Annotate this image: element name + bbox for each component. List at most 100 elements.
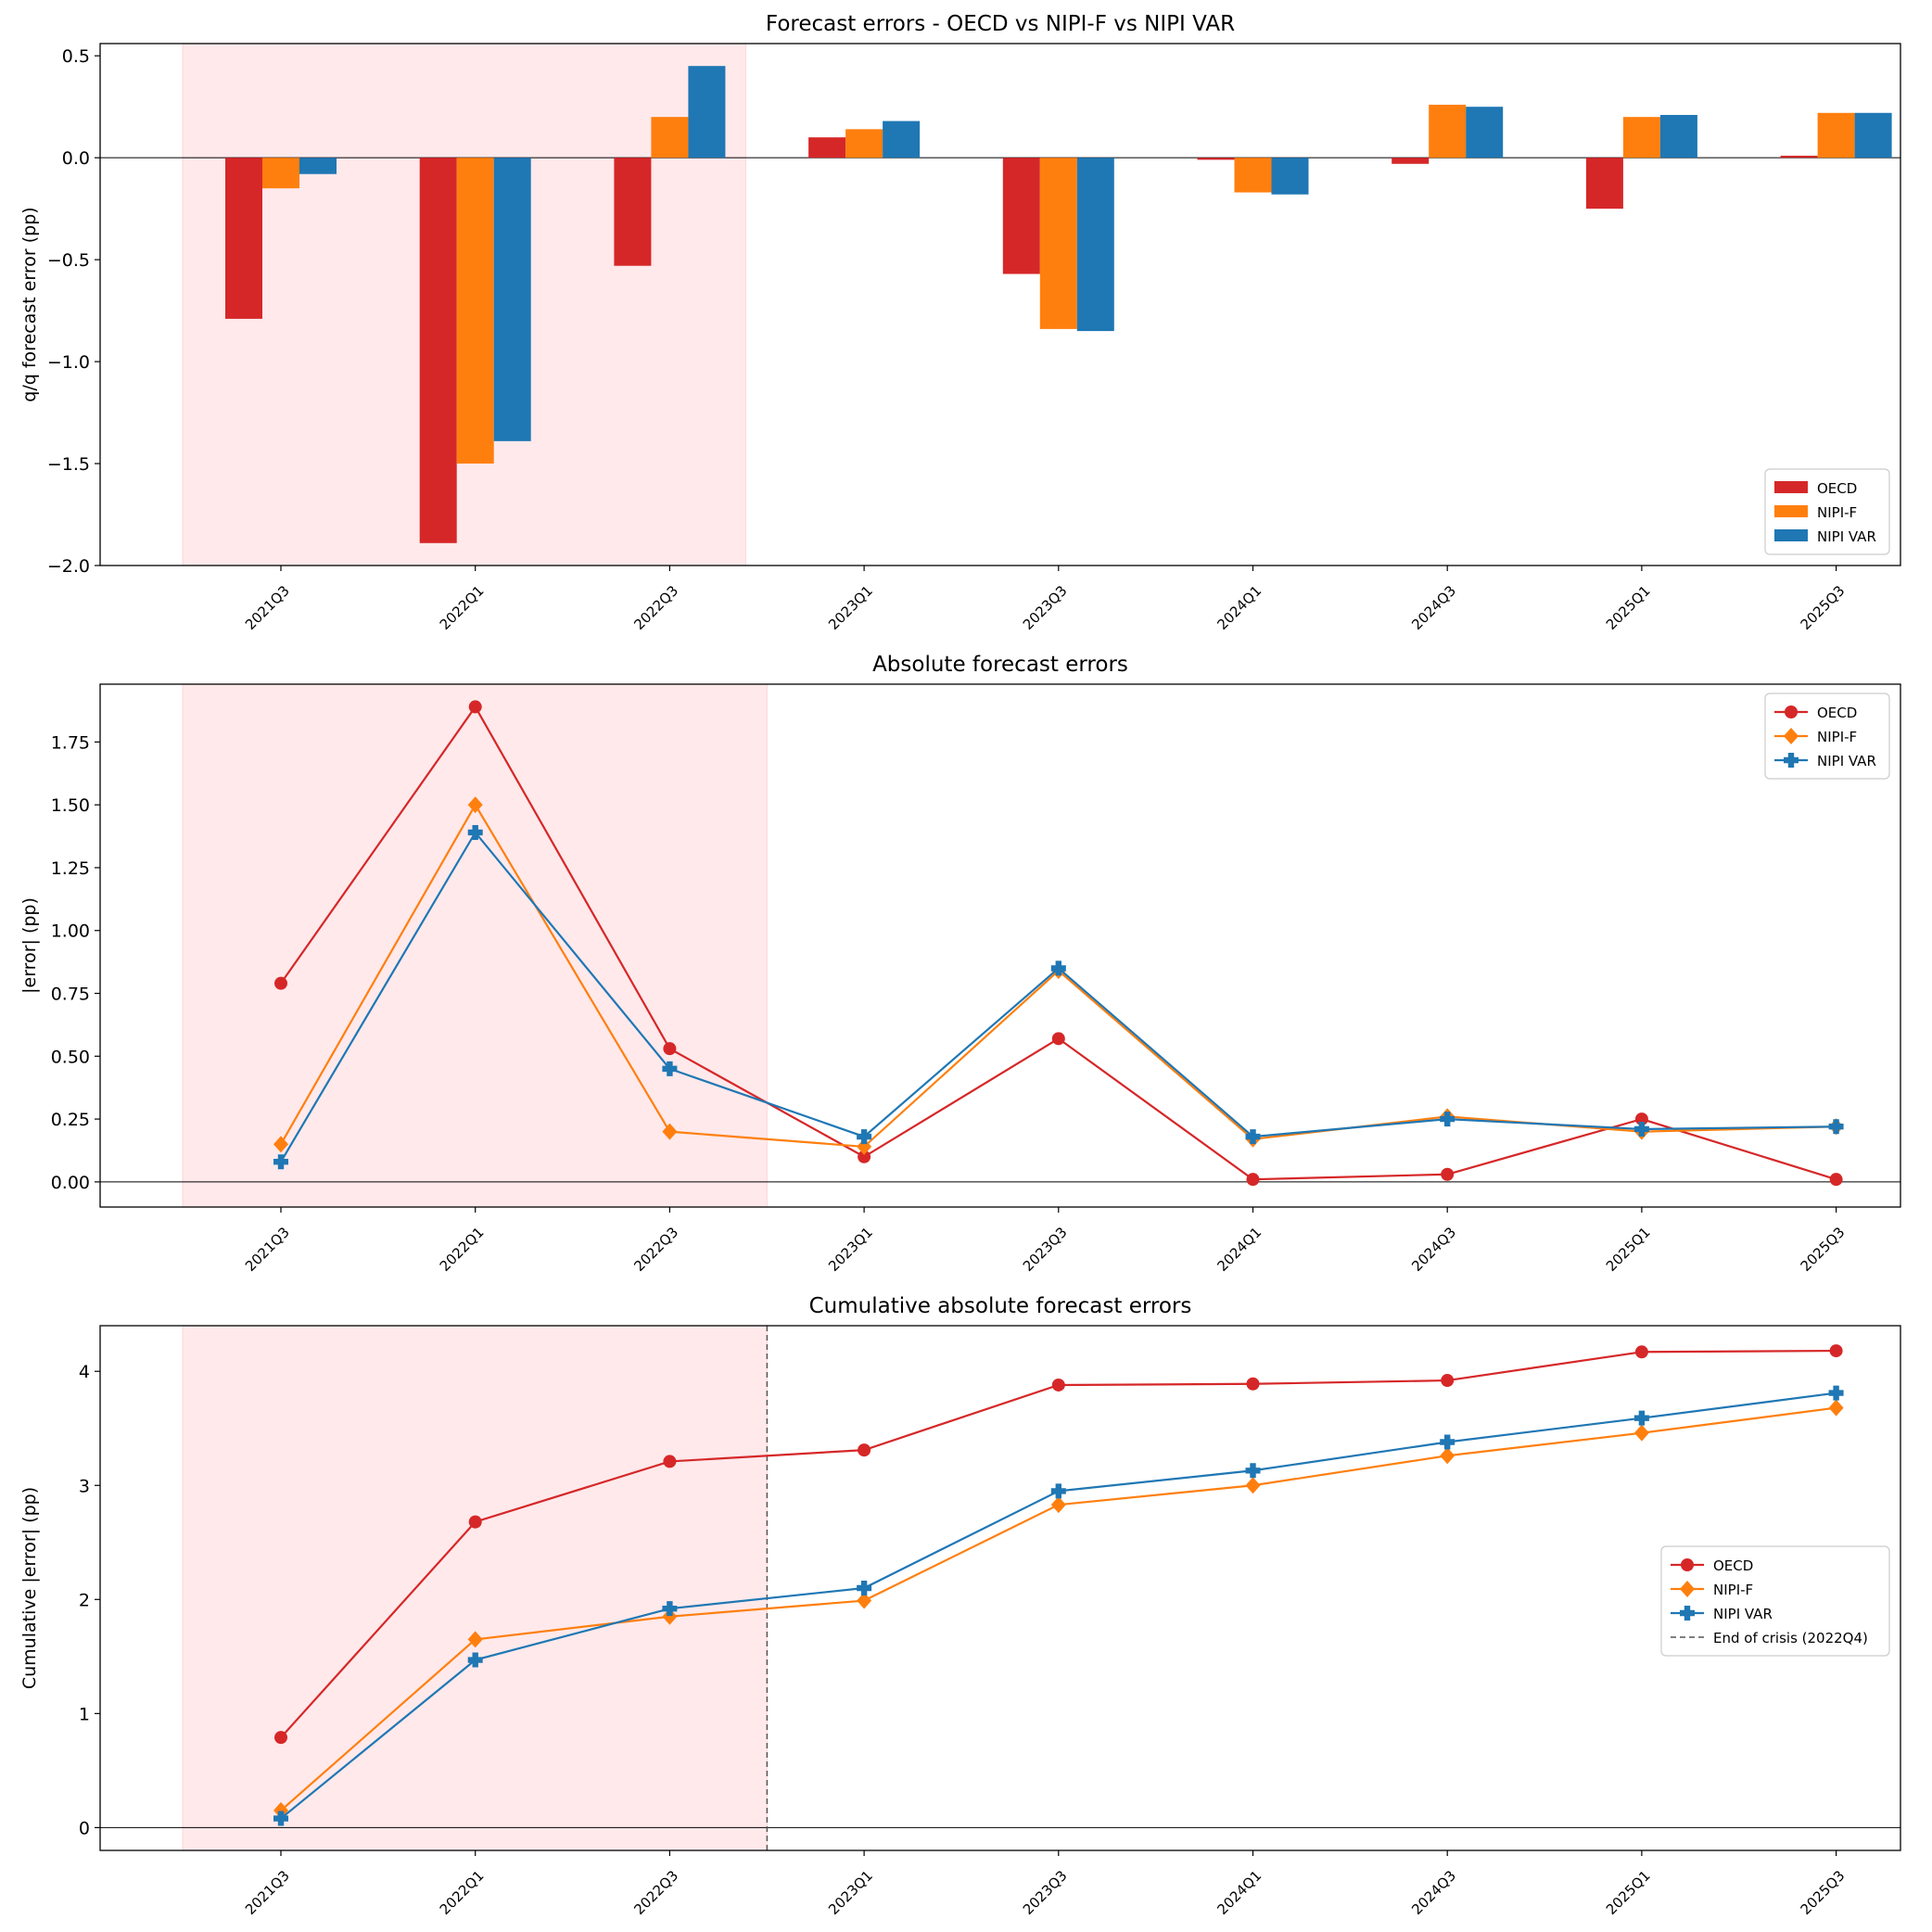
data-point-2025q3: [1828, 1385, 1844, 1401]
data-point-2023q3: [1050, 960, 1066, 976]
data-point-2025q3: [1829, 1344, 1843, 1358]
legend-label: OECD: [1713, 1557, 1753, 1574]
series-oecd: [274, 700, 1843, 1187]
x-tick-label: 2022Q3: [630, 582, 681, 633]
x-tick-label: 2024Q1: [1214, 1867, 1265, 1918]
x-tick-label: 2023Q1: [825, 1867, 876, 1918]
legend-label: OECD: [1817, 480, 1857, 497]
x-tick-label: 2025Q3: [1798, 1867, 1849, 1918]
x-tick-label: 2023Q3: [1020, 1224, 1071, 1275]
bar-oecd-2023q3: [1002, 158, 1040, 274]
chart-title: Absolute forecast errors: [872, 653, 1128, 677]
legend-marker: [1784, 728, 1799, 744]
data-point-2024q1: [1246, 1173, 1260, 1187]
legend: OECD NIPI-F NIPI VAR: [1764, 468, 1890, 555]
data-point-2021q3: [273, 1136, 288, 1153]
x-tick-label: 2023Q3: [1020, 1867, 1071, 1918]
data-point-2023q3: [1050, 1496, 1066, 1514]
y-tick-label: 0.75: [51, 985, 90, 1005]
y-tick-label: 0.50: [51, 1047, 90, 1067]
legend-swatch: [1774, 505, 1808, 517]
x-tick-label: 2023Q3: [1020, 582, 1071, 633]
chart-panel-1: −2.0 −1.5 −1.0 −0.5 0.0 0.5 2021Q3 2022Q1 2022Q3…: [19, 12, 1901, 633]
legend-item-nipi-var: NIPI VAR: [1774, 528, 1876, 545]
bar-nipi-var-2024q1: [1271, 158, 1309, 195]
x-tick-label: 2024Q3: [1408, 582, 1459, 633]
legend-label: NIPI VAR: [1817, 528, 1876, 545]
x-tick-label: 2021Q3: [242, 582, 293, 633]
y-tick-label: −1.0: [47, 352, 90, 373]
y-tick-label: 3: [79, 1476, 90, 1496]
x-tick-label: 2024Q3: [1408, 1224, 1459, 1275]
data-point-2022q3: [662, 1061, 678, 1076]
bar-nipi-var-2024q3: [1466, 107, 1504, 159]
x-tick-label: 2022Q3: [630, 1867, 681, 1918]
plot-frame: [99, 1325, 1901, 1851]
data-point-2023q1: [857, 1592, 872, 1609]
y-tick-label: 4: [79, 1362, 90, 1382]
data-point-2024q1: [1245, 1463, 1261, 1479]
bar-nipi-f-2023q3: [1039, 158, 1077, 329]
data-point-2023q1: [858, 1443, 871, 1457]
data-point-2023q3: [1051, 1032, 1065, 1046]
bar-oecd-2024q3: [1392, 158, 1430, 164]
x-tick-label: 2021Q3: [242, 1867, 293, 1918]
data-point-2025q1: [1634, 1112, 1648, 1126]
bar-nipi-f-2025q3: [1817, 112, 1855, 159]
x-tick-label: 2025Q1: [1603, 1867, 1654, 1918]
data-point-2022q3: [663, 1455, 677, 1468]
y-tick-label: 1.50: [51, 795, 90, 816]
bar-oecd-2025q3: [1780, 155, 1818, 159]
plot-frame: [99, 683, 1901, 1208]
bar-nipi-f-2022q3: [651, 117, 689, 159]
data-point-2024q3: [1440, 1112, 1455, 1127]
x-tick-label: 2022Q1: [437, 582, 488, 633]
bar-nipi-f-2022q1: [456, 158, 494, 464]
bar-oecd-2024q1: [1197, 158, 1235, 160]
data-point-2023q3: [1050, 1483, 1066, 1499]
bar-oecd-2021q3: [225, 158, 262, 319]
data-point-2025q1: [1633, 1424, 1649, 1442]
data-point-2021q3: [273, 1811, 288, 1826]
y-tick-label: 0: [79, 1818, 90, 1838]
legend-label: NIPI VAR: [1713, 1606, 1773, 1622]
series-nipi-var: [273, 824, 1844, 1170]
bar-nipi-var-2022q1: [493, 158, 531, 441]
data-point-2022q3: [663, 1042, 677, 1056]
y-tick-label: −2.0: [47, 556, 90, 577]
legend-marker: [1784, 753, 1799, 768]
legend-item-nipi-f: NIPI-F: [1671, 1581, 1753, 1598]
legend-label: End of crisis (2022Q4): [1713, 1630, 1868, 1646]
legend-item-end-of-crisis-2022q4: End of crisis (2022Q4): [1671, 1630, 1868, 1646]
bar-nipi-f-2021q3: [262, 158, 299, 189]
data-point-2023q1: [858, 1150, 871, 1163]
legend-label: NIPI-F: [1817, 504, 1857, 521]
legend-item-oecd: OECD: [1671, 1557, 1753, 1574]
data-point-2021q3: [274, 1731, 287, 1745]
legend-label: OECD: [1817, 705, 1857, 721]
data-point-2025q1: [1634, 1345, 1648, 1359]
series-nipi-var: [273, 1385, 1844, 1826]
data-point-2022q1: [468, 700, 482, 714]
plot-frame: [99, 43, 1901, 566]
bar-oecd-2023q1: [808, 137, 846, 159]
data-point-2024q1: [1245, 1129, 1261, 1145]
y-tick-label: −1.5: [47, 454, 90, 475]
legend-label: NIPI VAR: [1817, 753, 1876, 769]
y-tick-label: 0.00: [51, 1173, 90, 1193]
bar-nipi-var-2021q3: [299, 158, 337, 174]
data-point-2024q3: [1441, 1374, 1455, 1388]
x-tick-label: 2023Q1: [825, 1224, 876, 1275]
bar-nipi-var-2025q1: [1659, 114, 1697, 159]
y-tick-label: 1.25: [51, 858, 90, 879]
bar-oecd-2025q1: [1585, 158, 1623, 210]
data-point-2022q1: [467, 1652, 483, 1668]
y-axis-label: q/q forecast error (pp): [19, 207, 40, 401]
y-tick-label: 2: [79, 1590, 90, 1610]
x-tick-label: 2025Q1: [1603, 1224, 1654, 1275]
data-point-2022q1: [467, 1631, 483, 1648]
x-tick-label: 2024Q3: [1408, 1867, 1459, 1918]
y-tick-label: 0.5: [62, 46, 90, 67]
data-point-2024q3: [1440, 1447, 1455, 1465]
